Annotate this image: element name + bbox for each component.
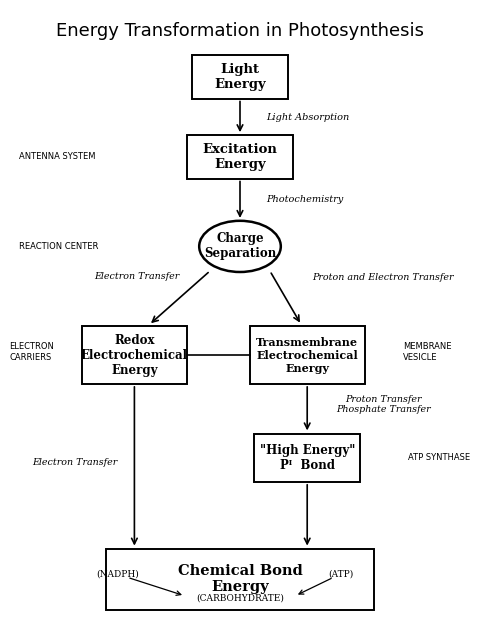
Text: ANTENNA SYSTEM: ANTENNA SYSTEM [19,152,96,161]
FancyBboxPatch shape [254,434,360,482]
Text: Proton and Electron Transfer: Proton and Electron Transfer [312,273,454,282]
Ellipse shape [199,221,281,272]
Text: REACTION CENTER: REACTION CENTER [19,242,98,251]
Text: Redox
Electrochemical
Energy: Redox Electrochemical Energy [81,333,188,377]
Text: Electron Transfer: Electron Transfer [94,272,180,281]
FancyBboxPatch shape [192,55,288,99]
Text: Charge
Separation: Charge Separation [204,232,276,260]
Text: Light Absorption: Light Absorption [266,113,349,122]
Text: Electron Transfer: Electron Transfer [32,458,117,467]
Text: ELECTRON
CARRIERS: ELECTRON CARRIERS [10,342,54,362]
FancyBboxPatch shape [187,135,293,179]
Text: (CARBOHYDRATE): (CARBOHYDRATE) [196,594,284,603]
Text: Light
Energy: Light Energy [214,63,266,91]
Text: Energy Transformation in Photosynthesis: Energy Transformation in Photosynthesis [56,22,424,40]
Text: (NADPH): (NADPH) [96,570,139,579]
Text: Proton Transfer
Phosphate Transfer: Proton Transfer Phosphate Transfer [336,395,431,414]
Text: (ATP): (ATP) [328,570,353,579]
Text: Excitation
Energy: Excitation Energy [203,143,277,171]
Text: Photochemistry: Photochemistry [266,195,344,204]
FancyBboxPatch shape [250,326,365,384]
Text: ATP SYNTHASE: ATP SYNTHASE [408,453,470,462]
Text: Transmembrane
Electrochemical
Energy: Transmembrane Electrochemical Energy [256,337,358,374]
FancyBboxPatch shape [82,326,187,384]
Text: Chemical Bond
Energy: Chemical Bond Energy [178,564,302,595]
FancyBboxPatch shape [106,548,374,609]
Text: MEMBRANE
VESICLE: MEMBRANE VESICLE [403,342,452,362]
Text: "High Energy"
Pᴵ  Bond: "High Energy" Pᴵ Bond [260,444,355,472]
